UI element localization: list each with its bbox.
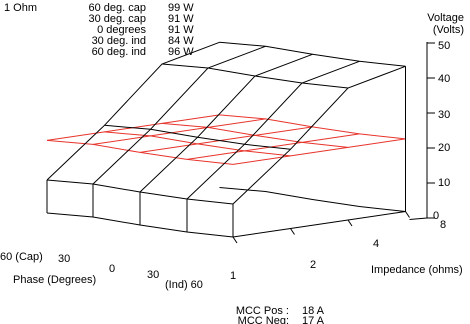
plane-line xyxy=(139,126,313,153)
legend-entry-value: 84 W xyxy=(168,35,194,47)
surface-line xyxy=(104,124,291,150)
impedance-tick xyxy=(232,236,238,244)
z-axis-title: Voltage xyxy=(427,12,464,24)
legend-entry-value: 96 W xyxy=(168,46,194,58)
surface-line xyxy=(139,53,313,193)
surface-line xyxy=(46,41,220,181)
plane-line xyxy=(219,114,406,140)
legend-entry-label: 60 deg. cap xyxy=(89,2,147,14)
z-tick-label: 20 xyxy=(438,142,450,154)
legend-entry-label: 30 deg. cap xyxy=(89,13,147,25)
z-tick-label: 50 xyxy=(438,40,450,52)
legend-entry-value: 91 W xyxy=(168,24,194,36)
phase-tick-label: 30 xyxy=(58,253,70,265)
legend-entry-label: 0 degrees xyxy=(97,24,146,36)
impedance-axis-line xyxy=(232,211,406,238)
z-tick-label: 0 xyxy=(433,210,439,222)
back-floor-line xyxy=(219,187,406,212)
legend-entries: 60 deg. cap 99 W 30 deg. cap 91 W 0 degr… xyxy=(89,2,195,58)
plane-line xyxy=(232,138,406,165)
impedance-tick-label: 1 xyxy=(230,270,236,282)
plane-line xyxy=(46,139,234,165)
surface-line xyxy=(92,45,266,185)
surface-line xyxy=(46,179,234,205)
footer-label: MCC Neg: xyxy=(238,315,289,324)
z-tick-label: 10 xyxy=(438,177,450,189)
z-tick-label: 40 xyxy=(438,73,450,85)
surface-line xyxy=(232,65,406,205)
surface-line xyxy=(219,41,406,67)
legend-entry-value: 91 W xyxy=(168,13,194,25)
plane-line xyxy=(104,131,291,157)
footer-value: 17 A xyxy=(302,315,325,324)
footer-label: MCC Pos : xyxy=(236,305,289,317)
phase-axis-title: Phase (Degrees) xyxy=(13,274,96,286)
plane-line xyxy=(92,118,266,145)
surface-line xyxy=(161,63,349,89)
impedance-axis-title: Impedance (ohms) xyxy=(371,264,463,276)
legend-heading: 1 Ohm xyxy=(4,2,37,14)
phase-tick-label: 0 xyxy=(109,263,115,275)
impedance-tick xyxy=(405,211,410,218)
plane-line xyxy=(186,133,360,160)
z-axis-unit: (Volts) xyxy=(433,24,464,36)
impedance-tick xyxy=(290,228,295,235)
phase-tick-label: (Ind) 60 xyxy=(165,279,203,291)
impedance-tick-label: 4 xyxy=(373,238,379,250)
z-tick-label: 30 xyxy=(438,109,450,121)
reference-plane xyxy=(46,114,406,165)
legend-entry-value: 99 W xyxy=(168,2,194,14)
plane-line xyxy=(161,122,349,148)
axes xyxy=(46,42,435,244)
legend-entry-label: 60 deg. ind xyxy=(92,46,146,58)
surface-line xyxy=(186,60,360,200)
legend-entry-label: 30 deg. ind xyxy=(92,35,146,47)
impedance-tick-label: 8 xyxy=(440,219,446,231)
z-axis-base xyxy=(409,217,428,220)
impedance-tick xyxy=(347,219,353,227)
phase-axis-line xyxy=(46,212,234,238)
footer-value: 18 A xyxy=(302,305,325,317)
phase-tick-label: 30 xyxy=(147,269,159,281)
impedance-tick-label: 2 xyxy=(310,259,316,271)
voltage-surface xyxy=(46,41,406,237)
phase-tick-label: 60 (Cap) xyxy=(0,251,43,263)
